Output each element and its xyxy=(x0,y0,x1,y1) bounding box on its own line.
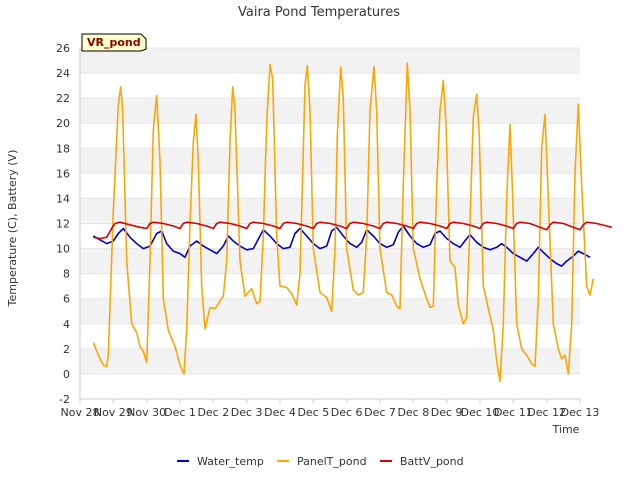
y-tick-label: 6 xyxy=(63,293,70,306)
grid-band xyxy=(80,148,580,174)
x-axis-label: Time xyxy=(552,423,580,436)
x-tick-label: Dec 13 xyxy=(561,406,600,419)
grid-band xyxy=(80,198,580,224)
grid-band xyxy=(80,298,580,324)
y-tick-label: 8 xyxy=(63,268,70,281)
grid-band xyxy=(80,123,580,149)
chart-title: Vaira Pond Temperatures xyxy=(238,5,400,20)
y-tick-label: 12 xyxy=(56,218,70,231)
x-tick-label: Dec 11 xyxy=(494,406,533,419)
legend-item-panelt-pond: PanelT_pond xyxy=(277,455,367,468)
x-tick-label: Dec 5 xyxy=(297,406,329,419)
x-tick-label: Dec 2 xyxy=(197,406,229,419)
legend: Water_temp PanelT_pond BattV_pond xyxy=(177,455,464,468)
y-tick-label: 26 xyxy=(56,42,70,55)
legend-item-battv-pond: BattV_pond xyxy=(380,455,464,468)
y-tick-label: -2 xyxy=(59,393,70,406)
series-line-battv-pond xyxy=(93,221,612,240)
grid-bands xyxy=(80,48,580,399)
x-tick-label: Dec 3 xyxy=(231,406,263,419)
legend-label-panelt-pond: PanelT_pond xyxy=(297,455,367,468)
x-tick-label: Nov 29 xyxy=(94,406,133,419)
grid-band xyxy=(80,73,580,99)
y-axis-label: Temperature (C), Battery (V) xyxy=(6,150,19,308)
grid-band xyxy=(80,48,580,74)
grid-band xyxy=(80,348,580,374)
y-tick-label: 20 xyxy=(56,117,70,130)
y-tick-label: 18 xyxy=(56,142,70,155)
station-tag-label: VR_pond xyxy=(87,36,141,49)
y-tick-label: 0 xyxy=(63,368,70,381)
grid-band xyxy=(80,98,580,124)
station-tag: VR_pond xyxy=(81,33,147,52)
x-tick-label: Dec 10 xyxy=(461,406,500,419)
legend-label-water-temp: Water_temp xyxy=(197,455,264,468)
series-lines xyxy=(92,62,612,383)
x-tick-label: Dec 6 xyxy=(331,406,363,419)
y-tick-label: 16 xyxy=(56,167,70,180)
x-tick-label: Nov 28 xyxy=(61,406,100,419)
legend-item-water-temp: Water_temp xyxy=(177,455,264,468)
x-tick-label: Dec 8 xyxy=(397,406,429,419)
y-tick-label: 4 xyxy=(63,318,70,331)
x-tick-label: Dec 12 xyxy=(527,406,566,419)
y-tick-label: 2 xyxy=(63,343,70,356)
series-line-panelt-pond xyxy=(92,62,595,383)
x-tick-label: Dec 9 xyxy=(431,406,463,419)
x-tick-label: Dec 7 xyxy=(364,406,396,419)
legend-label-battv-pond: BattV_pond xyxy=(400,455,464,468)
x-tick-label: Dec 4 xyxy=(264,406,296,419)
y-tick-label: 10 xyxy=(56,243,70,256)
x-tick-label: Nov 30 xyxy=(127,406,166,419)
y-tick-label: 22 xyxy=(56,92,70,105)
grid-band xyxy=(80,323,580,349)
series-line-water-temp xyxy=(92,225,591,267)
grid-band xyxy=(80,173,580,199)
y-tick-label: 24 xyxy=(56,67,70,80)
x-tick-label: Dec 1 xyxy=(164,406,196,419)
grid-band xyxy=(80,373,580,399)
y-tick-label: 14 xyxy=(56,192,70,205)
